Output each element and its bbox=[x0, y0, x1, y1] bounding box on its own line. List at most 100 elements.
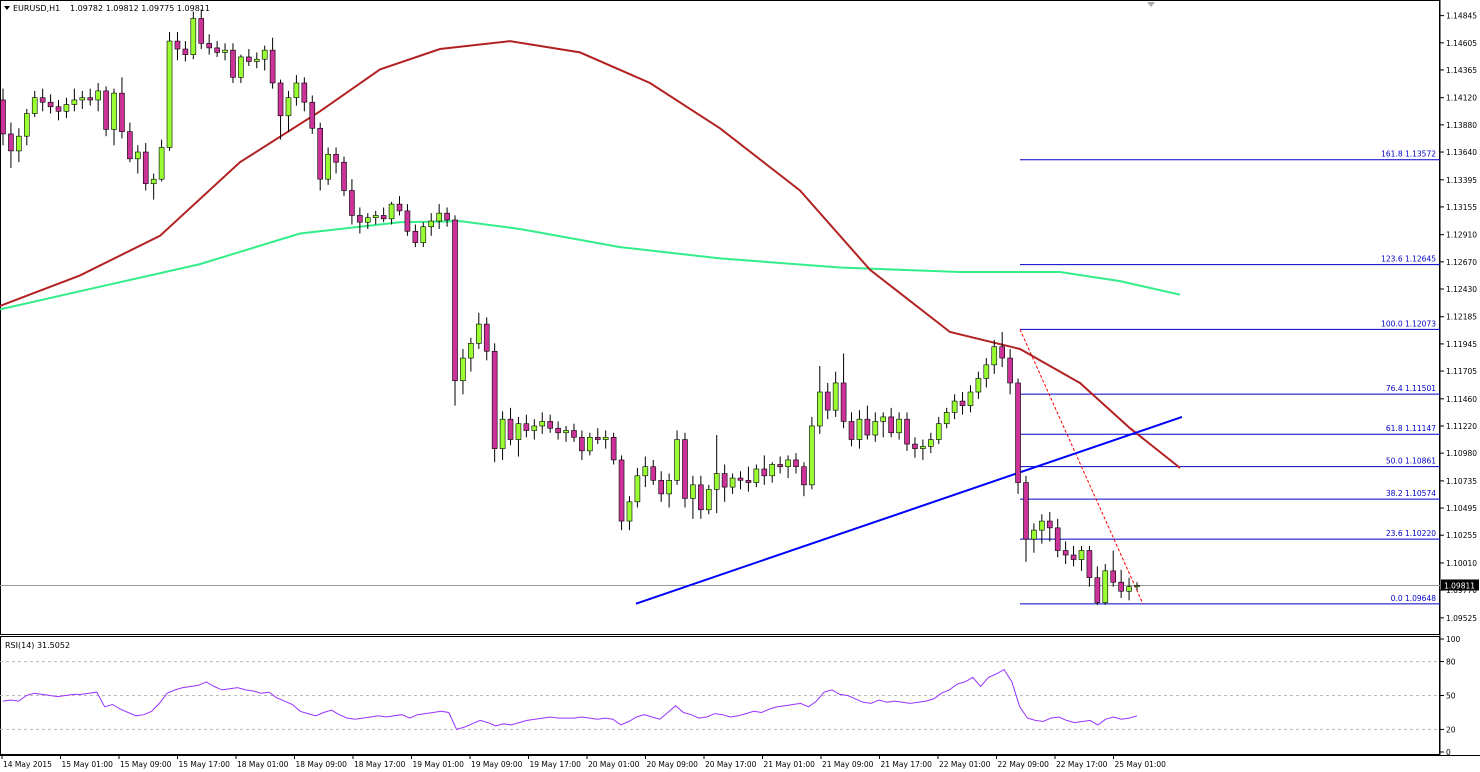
candle bbox=[539, 412, 546, 434]
candle-body bbox=[1070, 554, 1077, 560]
candle bbox=[182, 41, 189, 62]
candle-body bbox=[238, 56, 244, 78]
rsi-level-lines bbox=[0, 661, 1440, 730]
fib-level-label: 0.0 1.09648 bbox=[1391, 594, 1437, 603]
candle bbox=[142, 142, 149, 191]
candle-body bbox=[309, 101, 316, 129]
candle bbox=[904, 412, 910, 451]
time-tick-label: 20 May 09:00 bbox=[647, 760, 699, 769]
candle-body bbox=[357, 215, 363, 223]
candle-body bbox=[507, 418, 514, 440]
current-price-box bbox=[1441, 579, 1479, 591]
candle bbox=[928, 432, 934, 454]
price-tick-label: 1.13880 bbox=[1446, 121, 1477, 130]
candle-body bbox=[674, 439, 680, 481]
candle-body bbox=[555, 427, 561, 434]
candle bbox=[943, 407, 950, 429]
rsi-axis-ticks: 100 80 50 20 0 bbox=[1440, 635, 1461, 757]
time-tick-label: 18 May 17:00 bbox=[354, 760, 406, 769]
price-tick-label: 1.10255 bbox=[1446, 531, 1477, 540]
candle-body bbox=[103, 90, 109, 130]
candle bbox=[357, 207, 363, 234]
candle bbox=[1070, 545, 1077, 567]
candle-body bbox=[1062, 550, 1069, 556]
candle bbox=[317, 122, 324, 191]
candle-body bbox=[1054, 527, 1061, 551]
fib-level-label: 76.4 1.11501 bbox=[1386, 384, 1436, 393]
candle bbox=[769, 462, 776, 483]
rsi-tick-label: 80 bbox=[1446, 658, 1456, 667]
candle-body bbox=[539, 421, 546, 427]
candle-body bbox=[880, 416, 887, 422]
candle bbox=[793, 453, 799, 474]
candle-body bbox=[610, 436, 617, 461]
candle bbox=[563, 425, 569, 442]
fib-level-label: 161.8 1.13572 bbox=[1381, 150, 1436, 159]
candle bbox=[666, 473, 672, 508]
fibonacci-projection[interactable]: 161.8 1.13572 123.6 1.12645 100.0 1.12073 7… bbox=[1019, 150, 1440, 605]
candle-body bbox=[182, 48, 189, 55]
candle-body bbox=[840, 382, 847, 422]
candle bbox=[206, 34, 212, 55]
candle-body bbox=[904, 418, 910, 445]
candle bbox=[23, 109, 30, 146]
green-moving-average bbox=[0, 220, 1181, 311]
candle bbox=[864, 405, 871, 440]
candle bbox=[674, 430, 680, 485]
candle bbox=[39, 88, 46, 112]
candle-body bbox=[119, 92, 125, 132]
candle-body bbox=[127, 131, 133, 160]
candle bbox=[745, 466, 752, 492]
candle-body bbox=[896, 418, 902, 434]
candle-body bbox=[761, 468, 768, 477]
candle-body bbox=[301, 82, 308, 103]
candle bbox=[333, 147, 339, 174]
candle bbox=[935, 416, 942, 445]
candle-body bbox=[1102, 570, 1109, 603]
candle-body bbox=[753, 468, 760, 483]
candle-body bbox=[476, 323, 482, 344]
rsi-tick-label: 50 bbox=[1446, 692, 1456, 701]
candle-body bbox=[150, 178, 157, 185]
candle-body bbox=[269, 49, 276, 84]
candle-body bbox=[1078, 550, 1085, 560]
candle bbox=[79, 90, 86, 110]
candle-body bbox=[16, 135, 22, 152]
time-tick-label: 22 May 09:00 bbox=[998, 760, 1050, 769]
candle-body bbox=[602, 436, 609, 440]
symbol-dropdown-icon[interactable] bbox=[4, 6, 10, 10]
chart-shift-marker-icon[interactable] bbox=[1147, 2, 1155, 7]
candle-body bbox=[87, 97, 94, 101]
candle-body bbox=[1094, 577, 1101, 603]
candle-body bbox=[1015, 382, 1021, 483]
candle bbox=[388, 201, 395, 225]
candle bbox=[174, 32, 181, 61]
time-axis-labels: 14 May 2015 15 May 01:00 15 May 09:00 15 Ma… bbox=[1, 755, 1166, 769]
price-tick-label: 1.13395 bbox=[1446, 176, 1477, 185]
candle bbox=[967, 385, 974, 413]
candle-body bbox=[777, 464, 783, 468]
candle bbox=[515, 416, 522, 457]
candle bbox=[420, 222, 427, 248]
fib-level-label: 23.6 1.10220 bbox=[1386, 529, 1436, 538]
price-tick-label: 1.14365 bbox=[1446, 66, 1477, 75]
candle bbox=[642, 456, 649, 488]
candle bbox=[476, 312, 482, 349]
candle-body bbox=[293, 82, 300, 98]
candle-body bbox=[460, 357, 466, 381]
candle bbox=[246, 49, 252, 66]
candle bbox=[95, 82, 101, 112]
fib-level-label: 100.0 1.12073 bbox=[1381, 319, 1436, 328]
candle bbox=[634, 467, 641, 508]
candle-body bbox=[951, 400, 958, 413]
time-tick-label: 18 May 09:00 bbox=[296, 760, 348, 769]
candle bbox=[658, 471, 664, 502]
candle bbox=[801, 462, 807, 497]
candle-body bbox=[468, 343, 474, 359]
moving-averages bbox=[0, 40, 1181, 469]
candle-body bbox=[55, 106, 62, 112]
candle bbox=[111, 88, 117, 146]
candle bbox=[809, 416, 815, 490]
trendline-layer[interactable] bbox=[635, 415, 1183, 605]
candle bbox=[1015, 378, 1021, 494]
